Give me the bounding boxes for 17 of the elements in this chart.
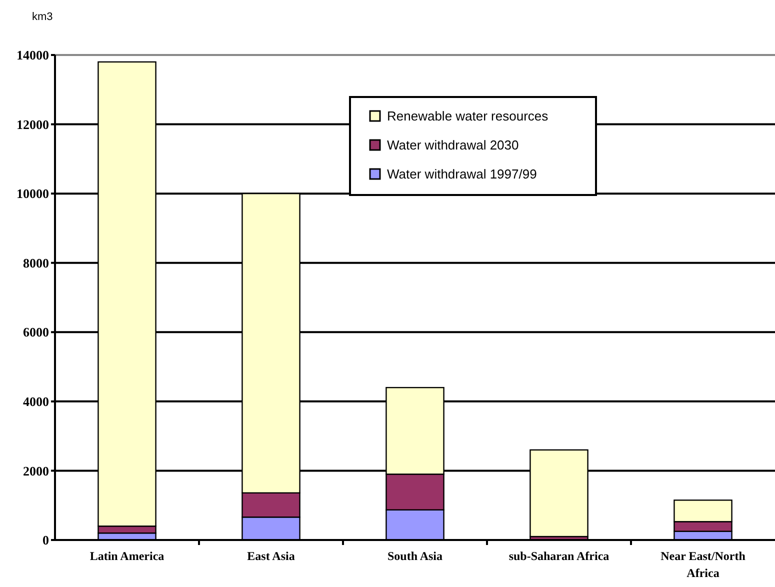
y-tick-label: 10000 — [16, 186, 49, 202]
y-tick-label: 8000 — [23, 255, 49, 270]
legend-label: Water withdrawal 1997/99 — [387, 166, 537, 182]
x-tick-label: Near East/North Africa — [660, 549, 746, 580]
x-tick-label: sub-Saharan Africa — [508, 549, 610, 563]
y-tick-label: 14000 — [16, 48, 49, 63]
x-tick-label: Latin America — [90, 549, 164, 563]
legend-label: Renewable water resources — [387, 108, 549, 124]
y-tick-label: 12000 — [16, 116, 49, 132]
y-tick-label: 4000 — [23, 394, 49, 409]
y-tick-label: 6000 — [23, 324, 49, 340]
y-tick-label: 0 — [42, 532, 49, 548]
y-axis-title: km3 — [32, 11, 53, 23]
y-tick-label: 2000 — [23, 463, 49, 478]
x-tick-label: South Asia — [387, 549, 443, 563]
x-tick-label: East Asia — [247, 549, 295, 563]
legend-label: Water withdrawal 2030 — [387, 138, 519, 153]
